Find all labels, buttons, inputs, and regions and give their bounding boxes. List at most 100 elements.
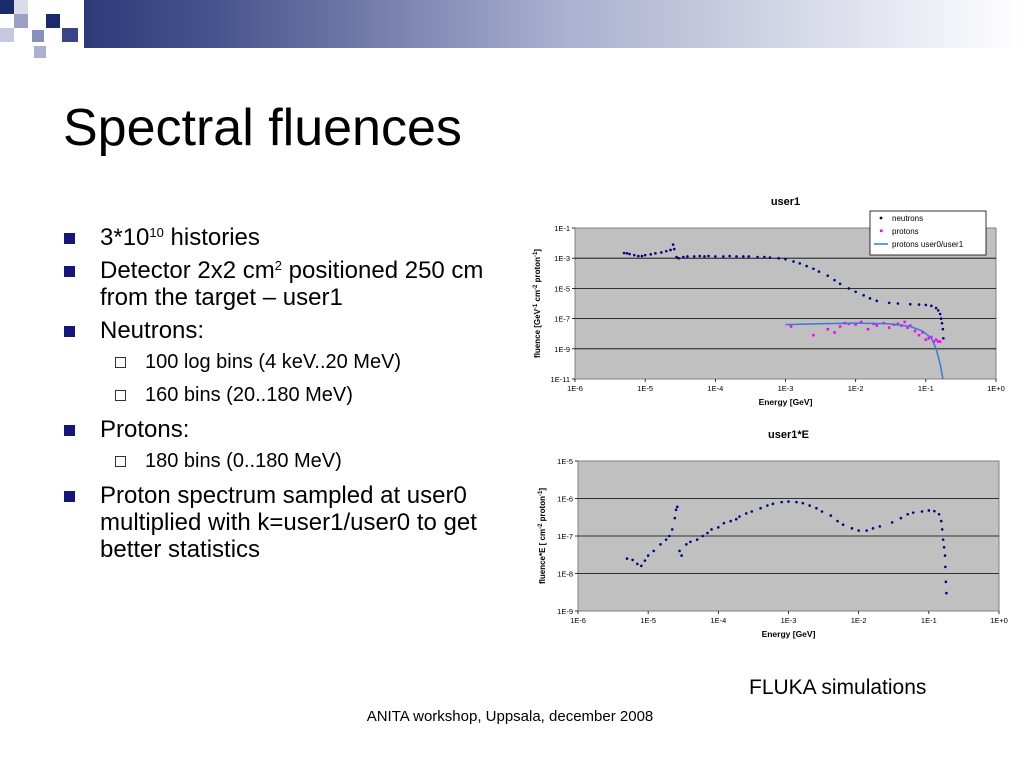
data-point — [942, 545, 946, 549]
data-point — [672, 247, 676, 251]
data-point — [866, 327, 870, 331]
y-tick-label: 1E-3 — [554, 254, 570, 263]
data-point — [933, 509, 936, 513]
data-point — [941, 538, 945, 541]
data-point — [808, 504, 811, 507]
y-tick-label: 1E-6 — [557, 495, 573, 504]
series-line — [785, 322, 944, 380]
x-tick-label: 1E-6 — [570, 616, 586, 625]
x-tick-label: 1E-3 — [781, 616, 797, 625]
data-point — [780, 500, 784, 504]
data-point — [896, 322, 900, 326]
legend-label: protons — [892, 227, 919, 236]
header-gradient-band — [0, 0, 1024, 48]
data-point — [833, 278, 836, 282]
chart-user1-e: user1*E 1E-9 1E-8 1E-7 1E-6 1E-5 1E-6 1E-5 1E-4 1… — [538, 429, 1008, 639]
sub-bullet-180-bins: 180 bins (0..180 MeV) — [62, 449, 502, 473]
data-point — [841, 523, 845, 527]
data-point — [682, 255, 685, 259]
data-point — [829, 514, 833, 517]
data-point — [729, 519, 732, 523]
data-point — [826, 327, 830, 331]
data-point — [707, 254, 710, 258]
data-point — [850, 527, 854, 530]
deco-square-light — [14, 14, 28, 28]
data-point — [930, 304, 933, 308]
data-point — [934, 338, 938, 342]
data-point — [678, 549, 681, 553]
data-point — [927, 509, 931, 512]
data-point — [766, 504, 769, 507]
data-point — [938, 312, 942, 316]
data-point — [625, 557, 629, 560]
legend-swatch — [879, 216, 883, 220]
data-point — [744, 512, 748, 515]
bullet-protons: Protons: — [62, 416, 502, 443]
data-point — [706, 531, 709, 535]
data-point — [649, 253, 653, 256]
y-tick-label: 1E-8 — [557, 570, 573, 579]
legend-box — [869, 210, 987, 256]
x-tick-label: 1E-4 — [707, 384, 723, 393]
y-axis-label-part: -1 — [538, 490, 544, 496]
data-point — [936, 340, 940, 343]
x-tick-label: 1E-2 — [848, 384, 864, 393]
x-axis-label: Energy [GeV] — [762, 629, 816, 639]
data-point — [652, 549, 656, 553]
data-point — [906, 512, 910, 516]
data-point — [714, 255, 717, 258]
y-axis-label: fluence*E [ cm-2 proton-1] — [538, 488, 547, 584]
chart-title: user1*E — [768, 429, 809, 441]
y-tick-label: 1E-7 — [557, 532, 573, 541]
data-point — [689, 540, 692, 544]
data-point — [857, 529, 860, 532]
x-tick-label: 1E-3 — [778, 384, 794, 393]
data-point — [643, 559, 647, 562]
x-tick-label: 1E-5 — [640, 616, 656, 625]
data-point — [906, 326, 909, 329]
bullet-list: 3*1010 histories Detector 2x2 cm2 positi… — [62, 224, 502, 569]
data-point — [826, 274, 830, 277]
legend-swatch — [880, 229, 883, 233]
data-point — [789, 325, 793, 328]
deco-square-dark — [0, 0, 14, 14]
data-point — [692, 255, 696, 258]
data-point — [920, 510, 924, 513]
slide-title: Spectral fluences — [63, 99, 462, 157]
data-point — [632, 253, 636, 257]
data-point — [815, 506, 818, 510]
data-point — [671, 243, 675, 246]
data-point — [622, 251, 626, 255]
data-point — [938, 340, 942, 343]
data-point — [722, 255, 725, 258]
series-neutrons — [622, 243, 945, 340]
data-point — [734, 517, 738, 521]
data-point — [771, 502, 775, 506]
data-point — [698, 254, 702, 258]
data-point — [728, 254, 731, 258]
data-point — [750, 510, 754, 513]
deco-square-pale-2 — [0, 28, 14, 42]
data-point — [747, 255, 751, 258]
data-point — [686, 255, 689, 258]
data-point — [917, 303, 921, 306]
bullet-proton-spectrum: Proton spectrum sampled at user0 multipl… — [62, 482, 502, 563]
data-point — [878, 525, 882, 528]
bullet-histories: 3*1010 histories — [62, 224, 502, 251]
data-point — [741, 255, 745, 258]
y-tick-label: 1E-5 — [554, 284, 570, 293]
data-point — [875, 299, 879, 303]
data-point — [899, 516, 903, 520]
data-point — [838, 325, 842, 328]
x-tick-label: 1E+0 — [990, 616, 1008, 625]
data-point — [936, 309, 940, 312]
data-point — [654, 252, 657, 255]
deco-square-dark-2 — [46, 14, 60, 28]
y-tick-label: 1E-7 — [554, 315, 570, 324]
data-point — [812, 333, 815, 337]
bullet-neutrons: Neutrons: — [62, 317, 502, 344]
data-point — [812, 267, 815, 271]
x-tick-label: 1E-1 — [921, 616, 937, 625]
y-axis-label-part: ] — [533, 249, 542, 252]
data-point — [865, 529, 868, 532]
